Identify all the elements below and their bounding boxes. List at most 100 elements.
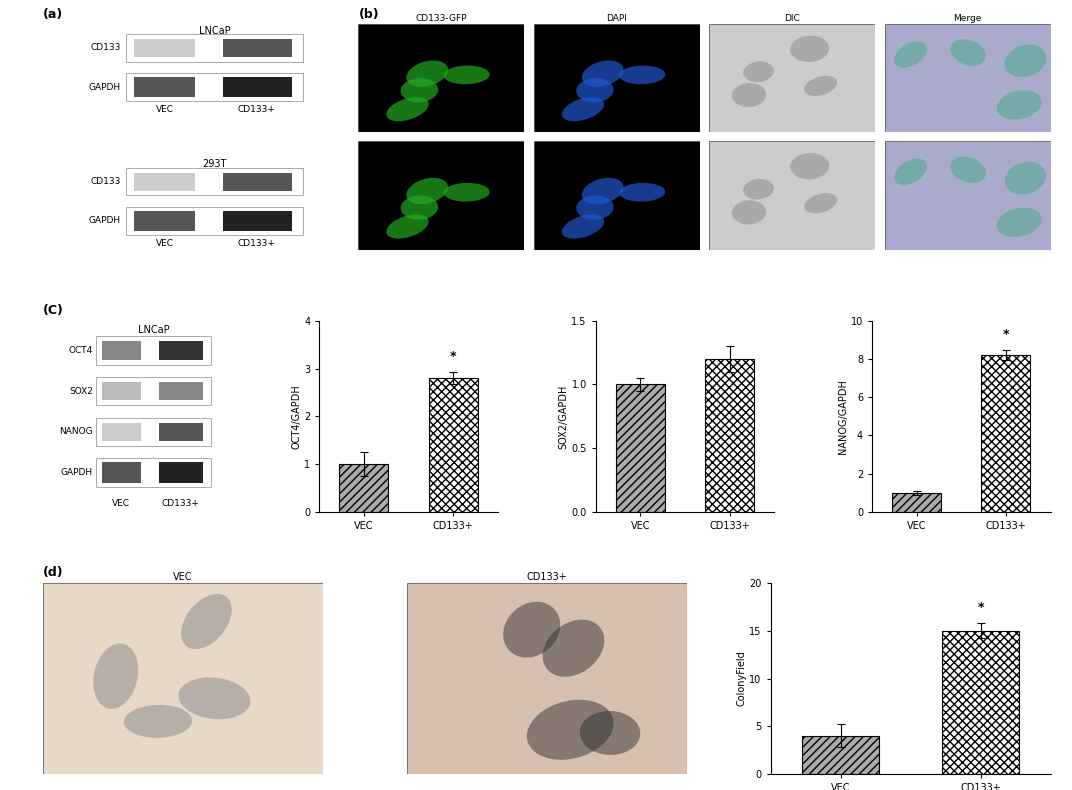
Ellipse shape bbox=[503, 602, 561, 657]
Bar bbox=[615, 385, 665, 512]
Bar bbox=[942, 630, 1019, 774]
Text: VEC: VEC bbox=[113, 499, 131, 508]
Text: (C): (C) bbox=[43, 304, 63, 317]
Text: GAPDH: GAPDH bbox=[88, 216, 120, 225]
Ellipse shape bbox=[444, 183, 490, 201]
Ellipse shape bbox=[894, 41, 927, 68]
Bar bbox=[705, 359, 754, 512]
Bar bbox=[125, 34, 303, 62]
Title: VEC: VEC bbox=[173, 572, 193, 582]
Bar bbox=[102, 462, 142, 483]
Text: VEC: VEC bbox=[155, 105, 174, 114]
Y-axis label: 293T: 293T bbox=[307, 191, 329, 200]
Bar bbox=[223, 211, 292, 231]
Bar bbox=[159, 382, 204, 401]
Ellipse shape bbox=[401, 195, 438, 220]
Text: OCT4: OCT4 bbox=[69, 346, 93, 355]
Ellipse shape bbox=[542, 619, 605, 677]
Text: (d): (d) bbox=[43, 566, 63, 579]
Ellipse shape bbox=[743, 179, 774, 200]
Text: CD133: CD133 bbox=[90, 43, 120, 52]
Ellipse shape bbox=[401, 78, 438, 103]
Title: DAPI: DAPI bbox=[607, 14, 627, 23]
Title: DIC: DIC bbox=[785, 14, 800, 23]
Text: CD133+: CD133+ bbox=[161, 499, 199, 508]
Ellipse shape bbox=[181, 594, 232, 649]
Bar bbox=[429, 378, 478, 512]
Ellipse shape bbox=[576, 195, 613, 220]
Ellipse shape bbox=[576, 78, 613, 103]
Text: GAPDH: GAPDH bbox=[88, 83, 120, 92]
Bar bbox=[223, 77, 292, 97]
Text: VEC: VEC bbox=[155, 239, 174, 248]
Bar bbox=[96, 458, 210, 487]
Text: CD133+: CD133+ bbox=[237, 239, 276, 248]
Bar bbox=[134, 211, 195, 231]
Title: Merge: Merge bbox=[954, 14, 982, 23]
Bar bbox=[96, 377, 210, 405]
Text: *: * bbox=[978, 600, 984, 614]
Bar bbox=[223, 173, 292, 190]
Ellipse shape bbox=[93, 644, 138, 709]
Ellipse shape bbox=[790, 153, 830, 179]
Bar bbox=[159, 423, 204, 441]
Ellipse shape bbox=[619, 66, 666, 85]
Ellipse shape bbox=[580, 711, 640, 755]
Ellipse shape bbox=[1004, 162, 1046, 194]
Bar bbox=[102, 423, 142, 441]
Text: *: * bbox=[1002, 328, 1009, 340]
Bar bbox=[340, 465, 388, 512]
Ellipse shape bbox=[1004, 44, 1046, 77]
Bar bbox=[802, 736, 879, 774]
Ellipse shape bbox=[386, 97, 429, 121]
Bar bbox=[102, 341, 142, 359]
Bar bbox=[892, 493, 941, 512]
Ellipse shape bbox=[894, 159, 927, 185]
Y-axis label: NANOG/GAPDH: NANOG/GAPDH bbox=[838, 379, 848, 453]
Ellipse shape bbox=[732, 83, 766, 107]
Text: GAPDH: GAPDH bbox=[61, 468, 93, 477]
Ellipse shape bbox=[804, 193, 837, 213]
Text: LNCaP: LNCaP bbox=[198, 25, 230, 36]
Y-axis label: SOX2/GAPDH: SOX2/GAPDH bbox=[559, 384, 568, 449]
Bar bbox=[159, 462, 204, 483]
Ellipse shape bbox=[997, 90, 1042, 119]
Ellipse shape bbox=[950, 40, 986, 66]
Bar bbox=[102, 382, 142, 401]
Ellipse shape bbox=[950, 156, 986, 183]
Bar bbox=[134, 173, 195, 190]
Text: CD133+: CD133+ bbox=[237, 105, 276, 114]
Ellipse shape bbox=[386, 214, 429, 239]
Ellipse shape bbox=[804, 76, 837, 96]
Ellipse shape bbox=[732, 201, 766, 224]
Ellipse shape bbox=[582, 61, 624, 87]
Bar bbox=[125, 168, 303, 195]
Ellipse shape bbox=[743, 62, 774, 82]
Bar bbox=[125, 207, 303, 235]
Bar bbox=[134, 77, 195, 97]
Bar bbox=[125, 73, 303, 101]
Ellipse shape bbox=[526, 700, 613, 760]
Text: (a): (a) bbox=[43, 9, 63, 21]
Ellipse shape bbox=[406, 61, 448, 87]
Bar bbox=[96, 418, 210, 446]
Ellipse shape bbox=[582, 178, 624, 204]
Ellipse shape bbox=[562, 97, 605, 121]
Text: *: * bbox=[450, 350, 457, 363]
Ellipse shape bbox=[178, 677, 251, 720]
Text: CD133: CD133 bbox=[90, 177, 120, 186]
Ellipse shape bbox=[406, 178, 448, 204]
Ellipse shape bbox=[562, 214, 605, 239]
Bar bbox=[223, 39, 292, 57]
Ellipse shape bbox=[997, 208, 1042, 237]
Text: LNCaP: LNCaP bbox=[137, 325, 169, 334]
Y-axis label: LNCaP: LNCaP bbox=[300, 73, 329, 82]
Y-axis label: OCT4/GAPDH: OCT4/GAPDH bbox=[292, 384, 301, 449]
Title: CD133-GFP: CD133-GFP bbox=[416, 14, 467, 23]
Bar bbox=[134, 39, 195, 57]
Ellipse shape bbox=[124, 705, 192, 738]
Bar bbox=[159, 341, 204, 359]
Y-axis label: ColonyField: ColonyField bbox=[736, 651, 746, 706]
Ellipse shape bbox=[790, 36, 830, 62]
Text: (b): (b) bbox=[358, 9, 379, 21]
